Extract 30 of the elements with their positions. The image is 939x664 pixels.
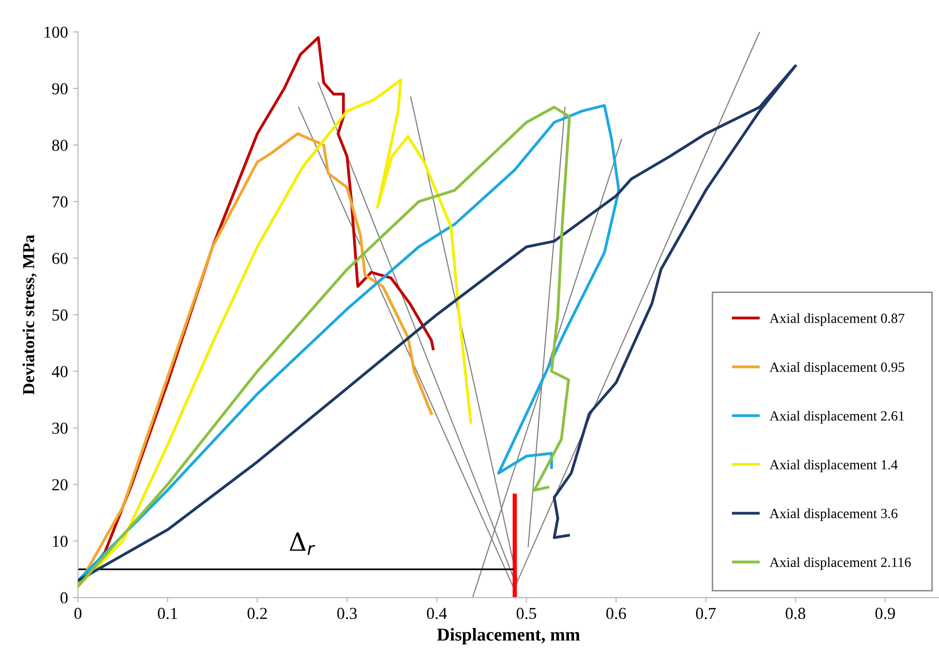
legend-label: Axial displacement 2.61	[770, 410, 904, 424]
y-tick-label: 30	[52, 422, 68, 434]
x-tick-label: 0.9	[875, 608, 895, 620]
annotation: Δ$_{r}$	[290, 532, 316, 555]
y-tick-label: 90	[52, 83, 68, 94]
x-tick-label: 0.5	[516, 608, 536, 620]
legend-label: Axial displacement 2.116	[770, 557, 911, 570]
x-tick-label: 0.3	[337, 608, 357, 620]
y-tick-label: 20	[52, 479, 68, 490]
x-tick-label: 0.6	[606, 608, 626, 620]
legend-label: Axial displacement 0.95	[770, 362, 904, 375]
y-tick-label: 70	[52, 196, 68, 208]
y-tick-label: 0	[60, 592, 68, 604]
y-tick-label: 40	[52, 366, 68, 378]
x-tick-label: 0.4	[426, 608, 447, 620]
x-tick-label: 0.7	[696, 608, 716, 620]
legend-label: Axial displacement 0.87	[770, 313, 904, 326]
y-tick-label: 60	[52, 252, 68, 264]
y-tick-label: 80	[52, 140, 68, 151]
x-tick-label: 0.1	[158, 608, 178, 620]
legend-label: Axial displacement 1.4	[770, 460, 898, 472]
x-axis-title: Displacement, mm	[437, 628, 580, 644]
legend-label: Axial displacement 3.6	[770, 508, 898, 522]
x-tick-label: 0	[74, 608, 82, 620]
y-tick-label: 100	[44, 26, 68, 38]
y-tick-label: 10	[53, 536, 68, 547]
y-axis-title: Deviatoric stress, MPa	[22, 234, 37, 395]
x-tick-label: 0.8	[786, 608, 806, 620]
x-tick-label: 0.2	[248, 608, 267, 620]
y-tick-label: 50	[52, 309, 68, 321]
